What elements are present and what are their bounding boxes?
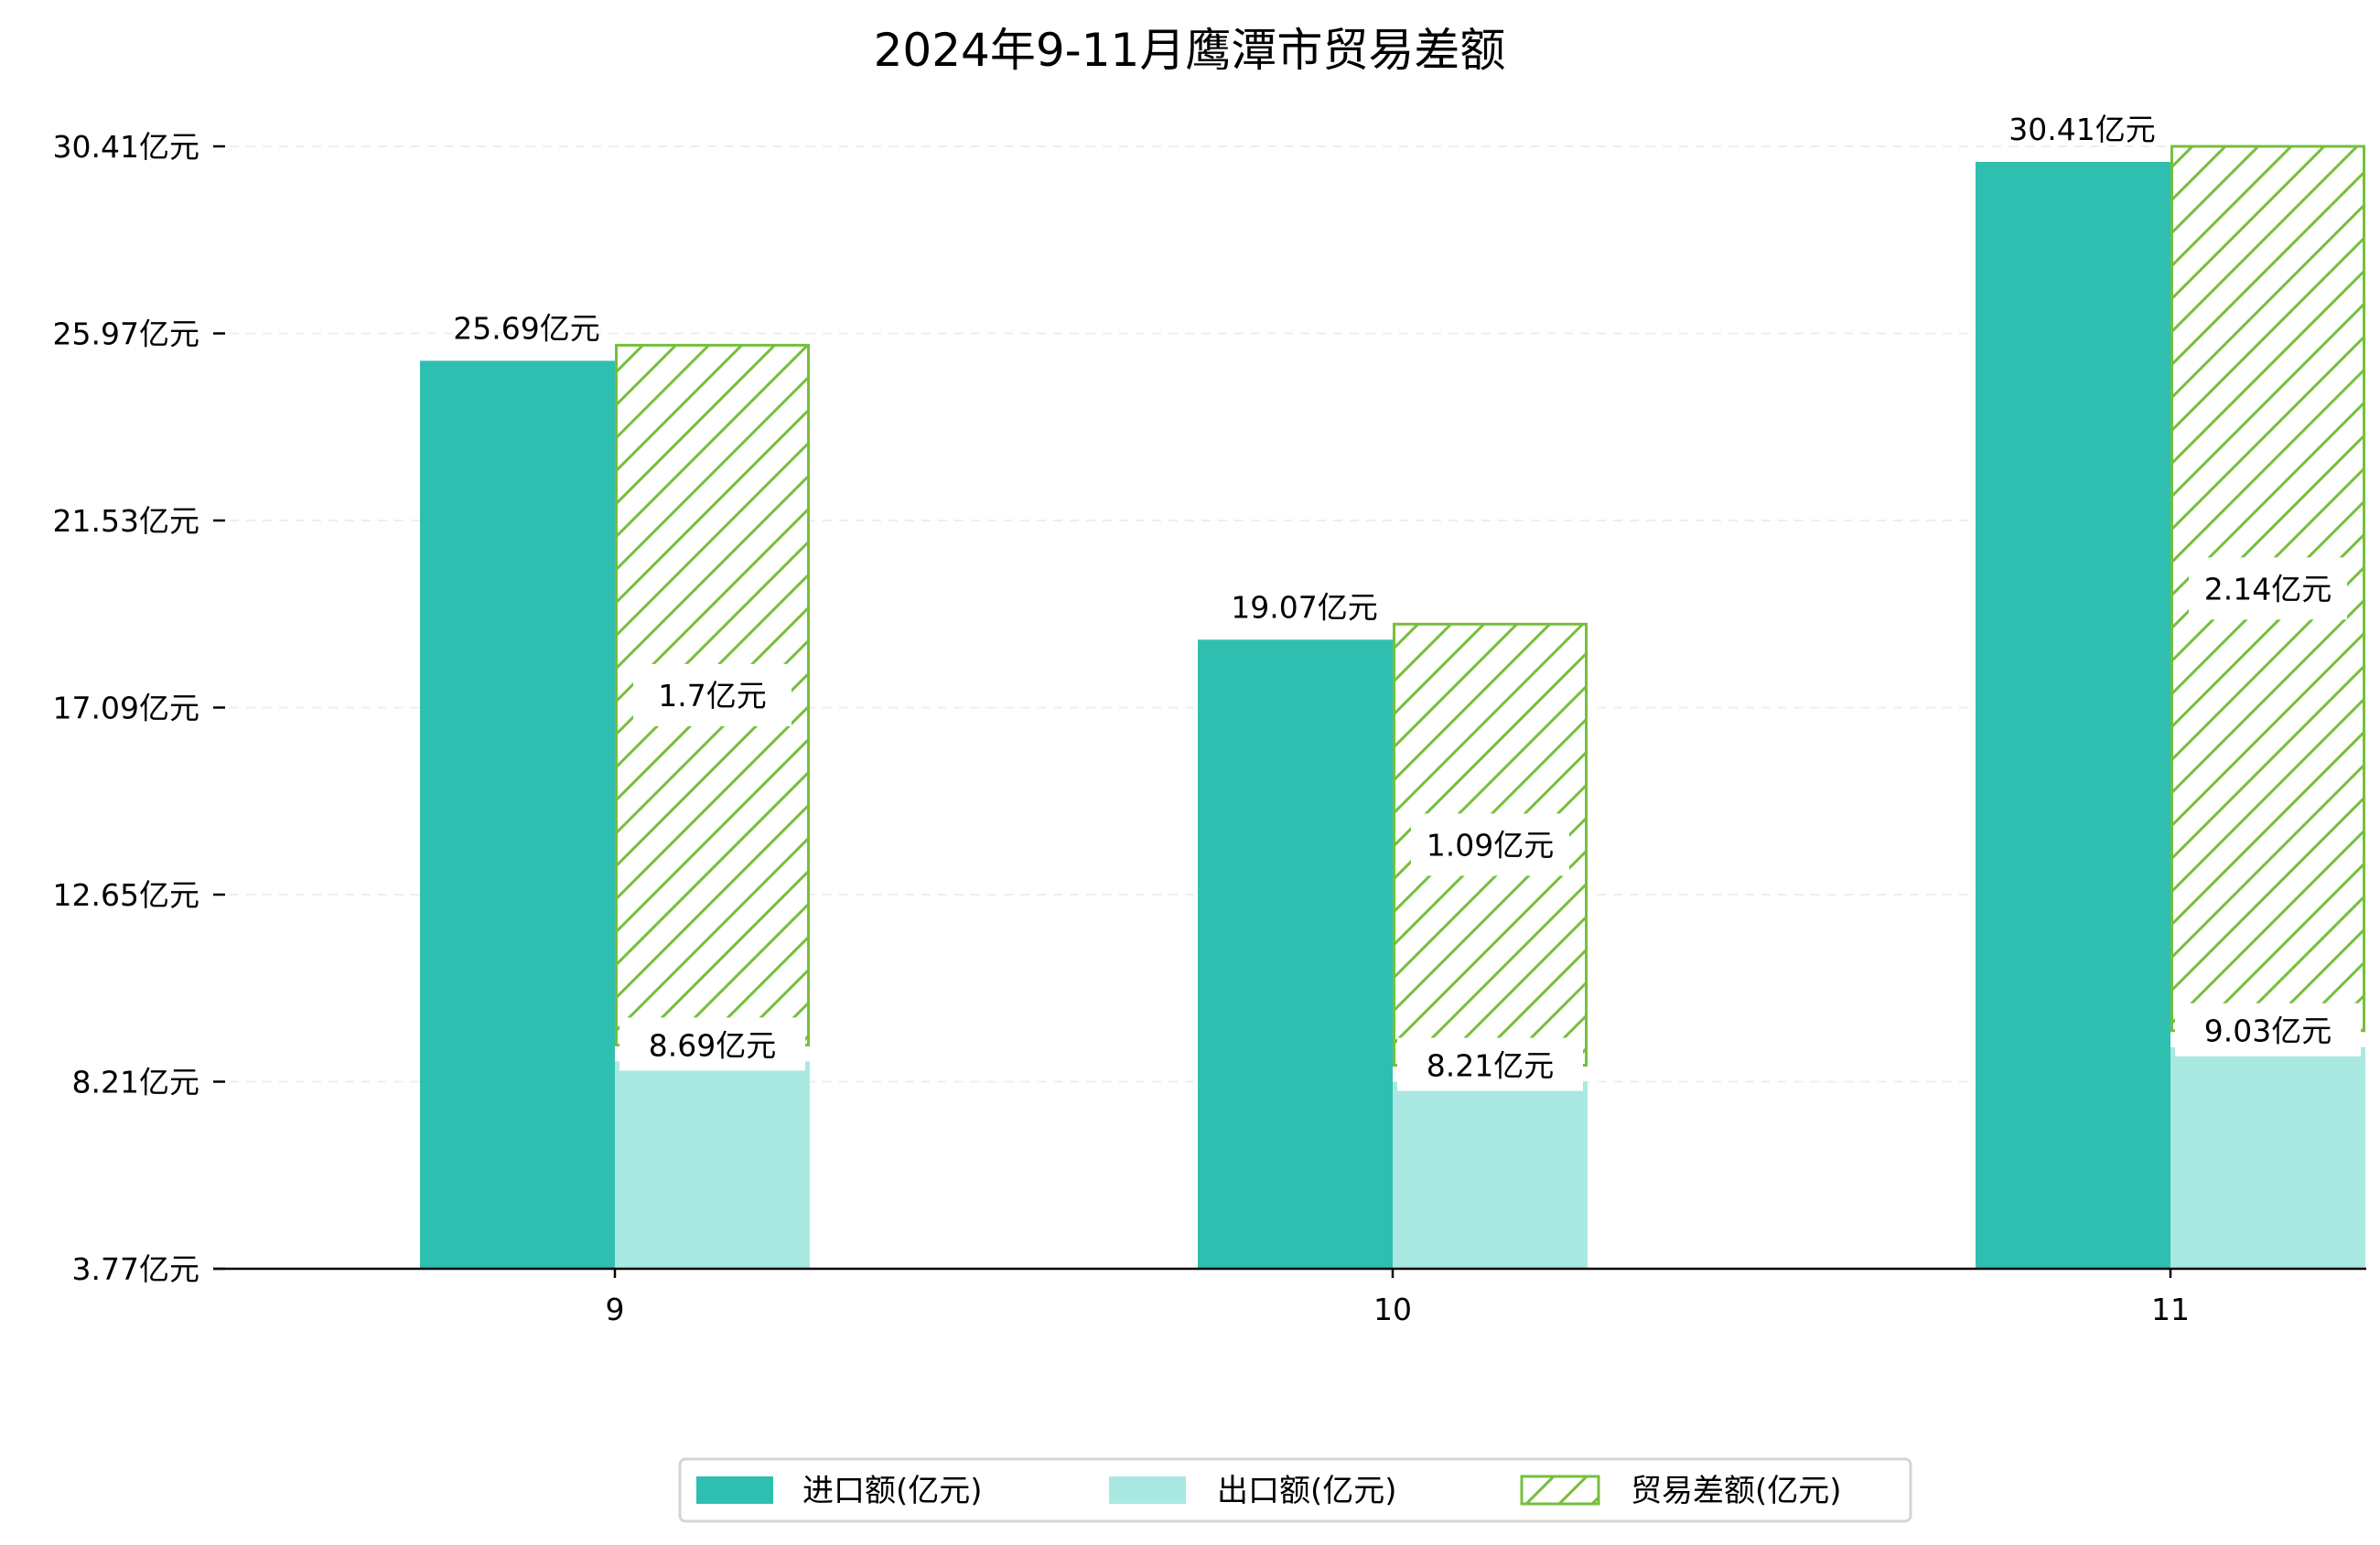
legend-label-import: 进口额(亿元) bbox=[802, 1473, 983, 1509]
x-tick-label: 9 bbox=[606, 1292, 625, 1327]
export-bar bbox=[615, 1061, 810, 1269]
export-bar bbox=[2170, 1046, 2365, 1269]
import-bar bbox=[420, 360, 615, 1270]
import-value-label: 30.41亿元 bbox=[2008, 112, 2155, 147]
balance-value-label: 1.7亿元 bbox=[658, 678, 766, 713]
export-value-label: 8.69亿元 bbox=[649, 1027, 776, 1063]
y-tick-label: 17.09亿元 bbox=[53, 691, 199, 726]
export-bar bbox=[1393, 1081, 1588, 1269]
balance-value-label: 2.14亿元 bbox=[2204, 571, 2332, 606]
legend-box bbox=[678, 1457, 1912, 1523]
legend-swatch-export bbox=[1109, 1476, 1186, 1504]
export-value-label: 8.21亿元 bbox=[1427, 1048, 1554, 1084]
balance-label-bg bbox=[633, 663, 792, 726]
y-tick-label: 12.65亿元 bbox=[53, 877, 199, 913]
import-bar bbox=[1976, 162, 2170, 1269]
balance-label-bg bbox=[1411, 813, 1569, 876]
chart-title: 2024年9-11月鹰潭市贸易差额 bbox=[874, 24, 1506, 77]
import-value-label: 19.07亿元 bbox=[1231, 589, 1377, 625]
legend-label-balance: 贸易差额(亿元) bbox=[1631, 1473, 1842, 1509]
export-label-bg bbox=[1397, 1037, 1583, 1091]
balance-label-bg bbox=[2189, 557, 2347, 620]
balance-value-label: 1.09亿元 bbox=[1427, 827, 1554, 863]
import-value-label: 25.69亿元 bbox=[453, 310, 599, 346]
legend-swatch-balance bbox=[1520, 1475, 1600, 1506]
legend: 进口额(亿元) 出口额(亿元) 贸易差额(亿元) bbox=[678, 1457, 1912, 1523]
legend-label-export: 出口额(亿元) bbox=[1217, 1473, 1397, 1509]
y-tick-label: 3.77亿元 bbox=[72, 1251, 199, 1287]
legend-swatch-import bbox=[696, 1476, 773, 1504]
x-tick-label: 10 bbox=[1373, 1292, 1412, 1327]
export-label-bg bbox=[619, 1017, 805, 1071]
y-tick-label: 8.21亿元 bbox=[72, 1065, 199, 1100]
y-tick-label: 21.53亿元 bbox=[53, 503, 199, 539]
y-tick-label: 30.41亿元 bbox=[53, 129, 199, 165]
export-value-label: 9.03亿元 bbox=[2204, 1014, 2332, 1049]
y-tick-label: 25.97亿元 bbox=[53, 317, 199, 352]
export-label-bg bbox=[2175, 1003, 2361, 1057]
import-bar bbox=[1198, 639, 1393, 1269]
x-tick-label: 11 bbox=[2151, 1292, 2190, 1327]
